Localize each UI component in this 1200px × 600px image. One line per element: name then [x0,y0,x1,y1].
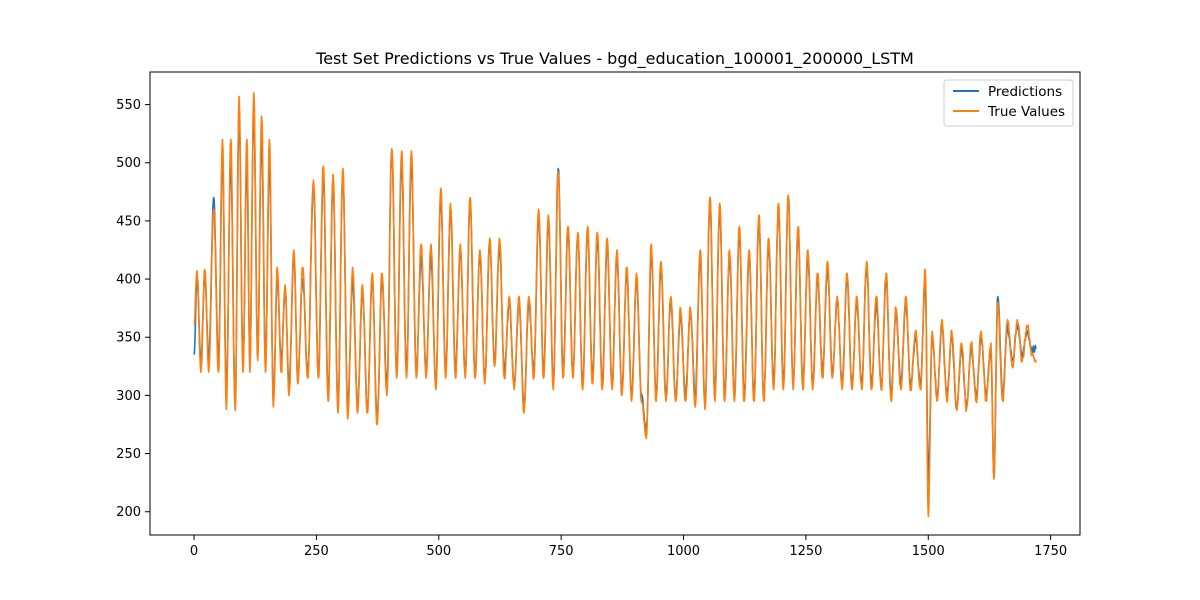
legend: Predictions True Values [943,79,1074,127]
chart-title: Test Set Predictions vs True Values - bg… [315,49,914,69]
x-tick-label: 1500 [912,544,945,559]
x-tick-label: 750 [549,544,574,559]
x-tick-label: 500 [426,544,451,559]
y-tick-label: 450 [116,214,141,229]
x-tick-label: 1000 [667,544,700,559]
x-tick-label: 1750 [1034,544,1067,559]
y-tick-label: 350 [116,331,141,346]
y-tick-label: 250 [116,447,141,462]
x-axis: 0 250 500 750 1000 1250 1500 1750 [190,535,1067,559]
plot-area: 200 250 300 350 400 450 500 550 0 250 500 750 1000 1… [116,71,1081,559]
legend-label-true-values: True Values [987,104,1065,120]
y-tick-label: 500 [116,156,141,171]
x-tick-label: 0 [190,544,198,559]
y-tick-label: 400 [116,273,141,288]
plot-frame [149,71,1081,536]
y-tick-label: 550 [116,98,141,113]
y-axis: 200 250 300 350 400 450 500 550 [116,98,150,520]
series-layer [193,92,1037,518]
y-tick-label: 200 [116,505,141,520]
series-line-true-values [193,92,1037,518]
legend-label-predictions: Predictions [988,84,1062,100]
y-tick-label: 300 [116,389,141,404]
x-tick-label: 250 [304,544,329,559]
x-tick-label: 1250 [789,544,822,559]
